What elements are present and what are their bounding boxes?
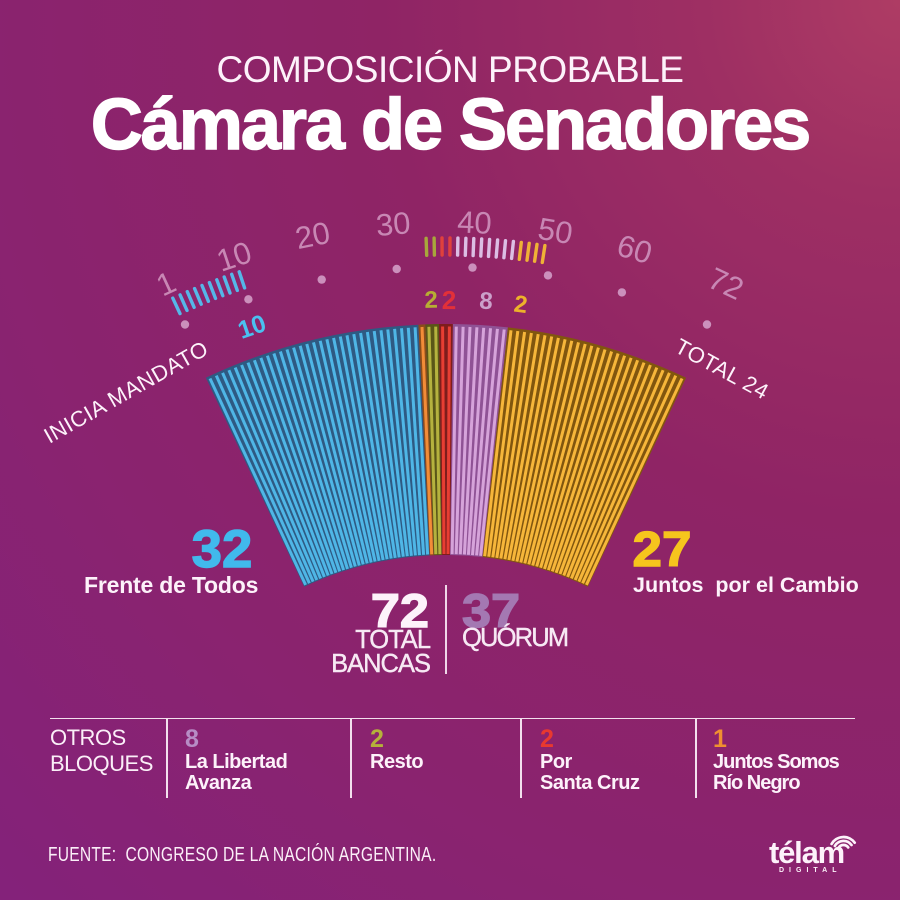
svg-text:1: 1: [151, 264, 181, 303]
svg-text:2: 2: [442, 285, 457, 315]
svg-text:40: 40: [457, 204, 493, 240]
svg-text:8: 8: [478, 287, 493, 315]
svg-text:10: 10: [234, 309, 269, 345]
svg-text:30: 30: [375, 205, 412, 243]
svg-text:2: 2: [424, 287, 438, 314]
svg-text:60: 60: [613, 228, 656, 271]
svg-text:10: 10: [212, 235, 256, 279]
svg-text:20: 20: [292, 215, 333, 256]
svg-text:INICIA MANDATO: INICIA MANDATO: [39, 336, 212, 449]
svg-text:72: 72: [703, 261, 749, 307]
svg-text:2: 2: [512, 291, 529, 319]
svg-text:TOTAL 24: TOTAL 24: [671, 334, 773, 405]
svg-text:50: 50: [535, 211, 575, 251]
svg-text:DIGITAL: DIGITAL: [779, 867, 841, 874]
